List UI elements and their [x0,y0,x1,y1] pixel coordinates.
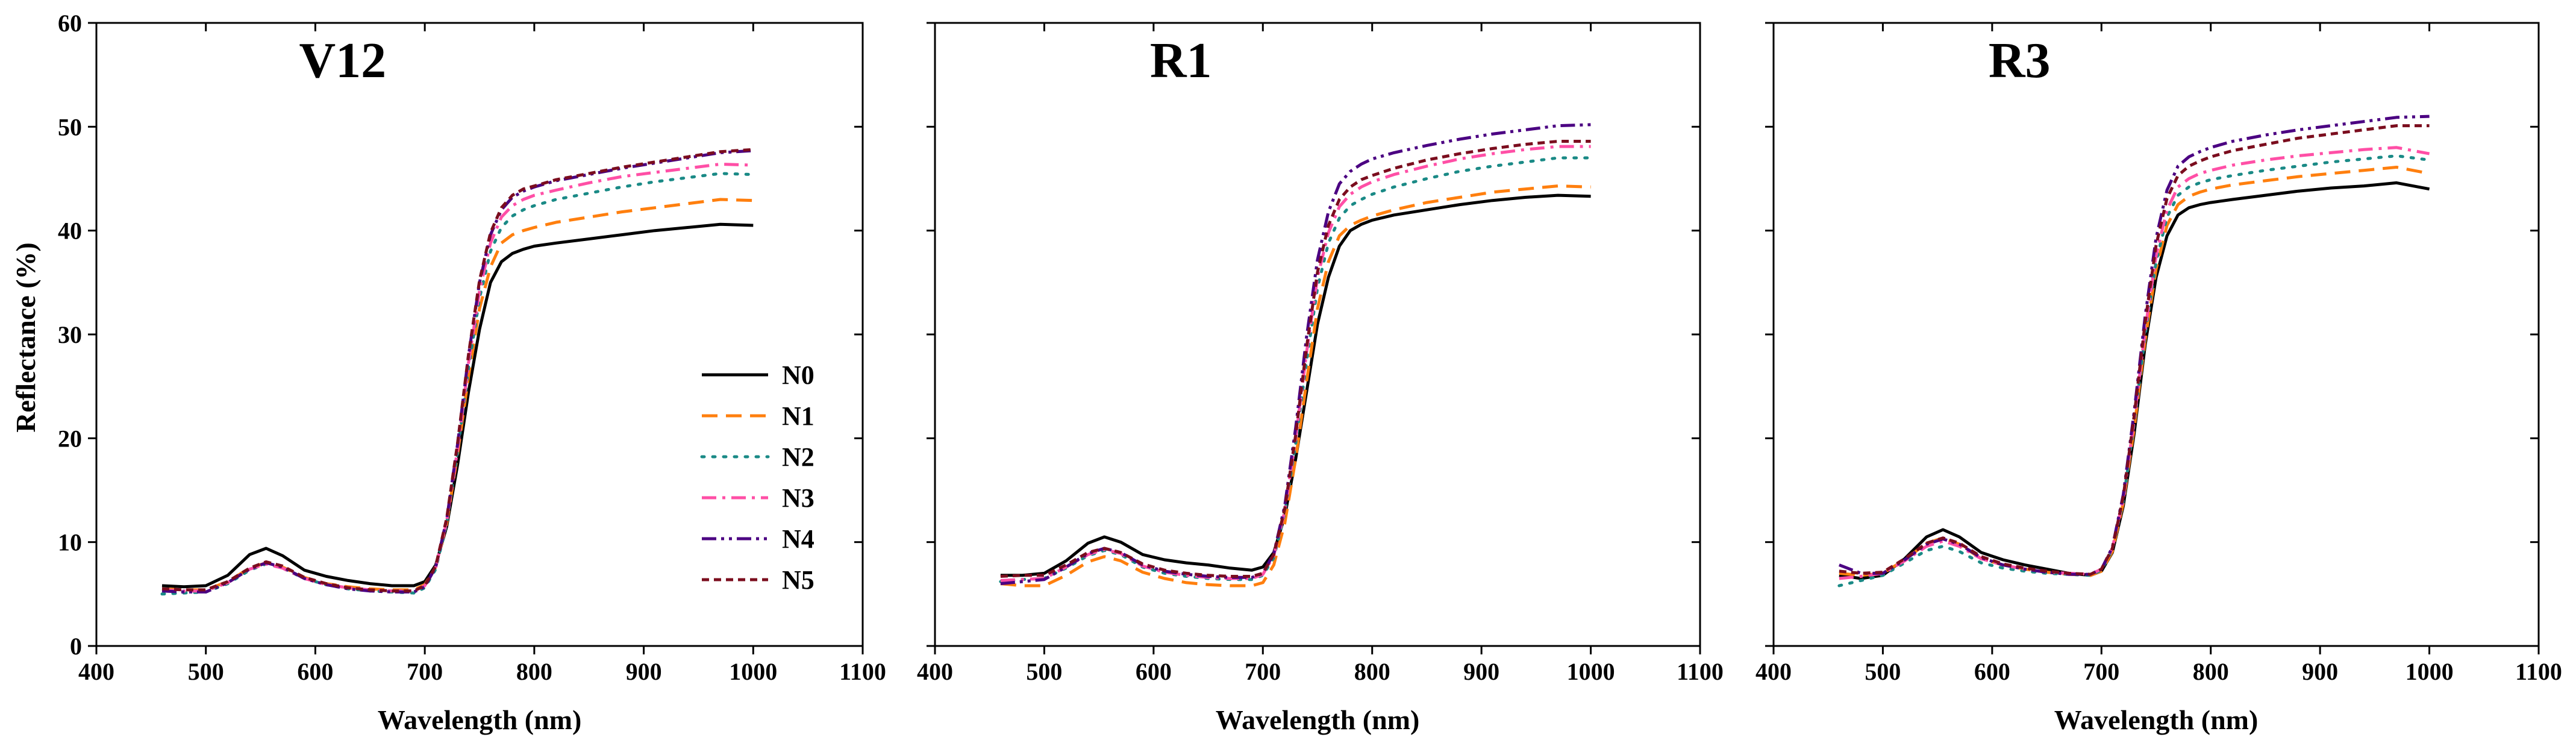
series-line-n2 [1837,154,2431,588]
x-tick-label: 800 [2193,658,2229,685]
panel-r1: 400 500 600 700 800 900 1000 1100 Wavelength (nm… [917,22,1724,735]
plot-frame [934,22,1701,647]
panel-r3: 400 500 600 700 800 900 1000 1100 Wavelength (nm… [1755,22,2562,735]
y-axis-title: Reflectance (%) [10,242,41,432]
series-line-n0 [1839,181,2430,580]
x-tick-label: 400 [1755,658,1792,685]
legend-label-n0: N0 [782,360,814,390]
x-tick-label: 1100 [839,658,886,685]
series-line-n2 [999,156,1593,583]
x-tick-label: 600 [297,658,333,685]
series-line-n4 [1839,114,2430,576]
x-tick-label: 600 [1136,658,1172,685]
y-tick-label: 30 [58,321,82,348]
legend-label-n1: N1 [782,401,814,431]
x-tick-label: 1000 [729,658,777,685]
series-line-n1 [161,198,754,592]
x-tick-label: 400 [917,658,953,685]
x-tick-label: 500 [1865,658,1901,685]
x-tick-label: 700 [2083,658,2119,685]
series-line-n0 [161,222,754,589]
x-tick-label: 1100 [1677,658,1724,685]
y-tick-label: 20 [58,425,82,452]
series-line-n4 [161,149,754,594]
x-axis-title: Wavelength (nm) [1216,704,1420,735]
series-line-n1 [1839,166,2430,577]
x-tick-label: 500 [1026,658,1062,685]
series-line-n2 [160,172,755,596]
x-axis-title: Wavelength (nm) [2054,704,2259,735]
x-tick-label: 900 [626,658,662,685]
y-tick-label: 50 [58,113,82,140]
panel-v12: 400 500 600 700 800 900 1000 1100 0 10 20 30 40 50 60 W… [58,10,886,735]
series-line-n5 [1000,140,1591,578]
panel-title: V12 [299,33,387,89]
x-tick-label: 800 [516,658,552,685]
series-line-n5 [161,148,754,593]
y-tick-label: 0 [70,633,82,660]
x-tick-label: 1000 [2406,658,2454,685]
legend-label-n5: N5 [782,565,814,595]
x-tick-label: 900 [1463,658,1499,685]
x-tick-label: 800 [1354,658,1390,685]
x-tick-label: 400 [78,658,114,685]
y-tick-label: 60 [58,10,82,37]
legend-label-n4: N4 [782,524,814,554]
x-tick-label: 900 [2302,658,2338,685]
series-line-n1 [1000,184,1591,588]
legend-label-n3: N3 [782,483,814,513]
x-tick-label: 500 [188,658,224,685]
x-axis-title: Wavelength (nm) [378,704,582,735]
series-line-n3 [1839,146,2430,580]
x-tick-label: 1100 [2515,658,2562,685]
series-line-n3 [1000,145,1591,582]
x-tick-label: 700 [407,658,443,685]
x-tick-label: 1000 [1567,658,1615,685]
series-line-n0 [1000,193,1591,577]
series-line-n5 [1839,124,2430,576]
panel-title: R3 [1989,33,2051,89]
x-tick-label: 700 [1245,658,1281,685]
x-tick-label: 600 [1974,658,2010,685]
panel-title: R1 [1150,33,1212,89]
y-tick-label: 10 [58,529,82,556]
legend-label-n2: N2 [782,442,814,472]
y-tick-label: 40 [58,218,82,245]
series-line-n4 [1000,123,1591,586]
